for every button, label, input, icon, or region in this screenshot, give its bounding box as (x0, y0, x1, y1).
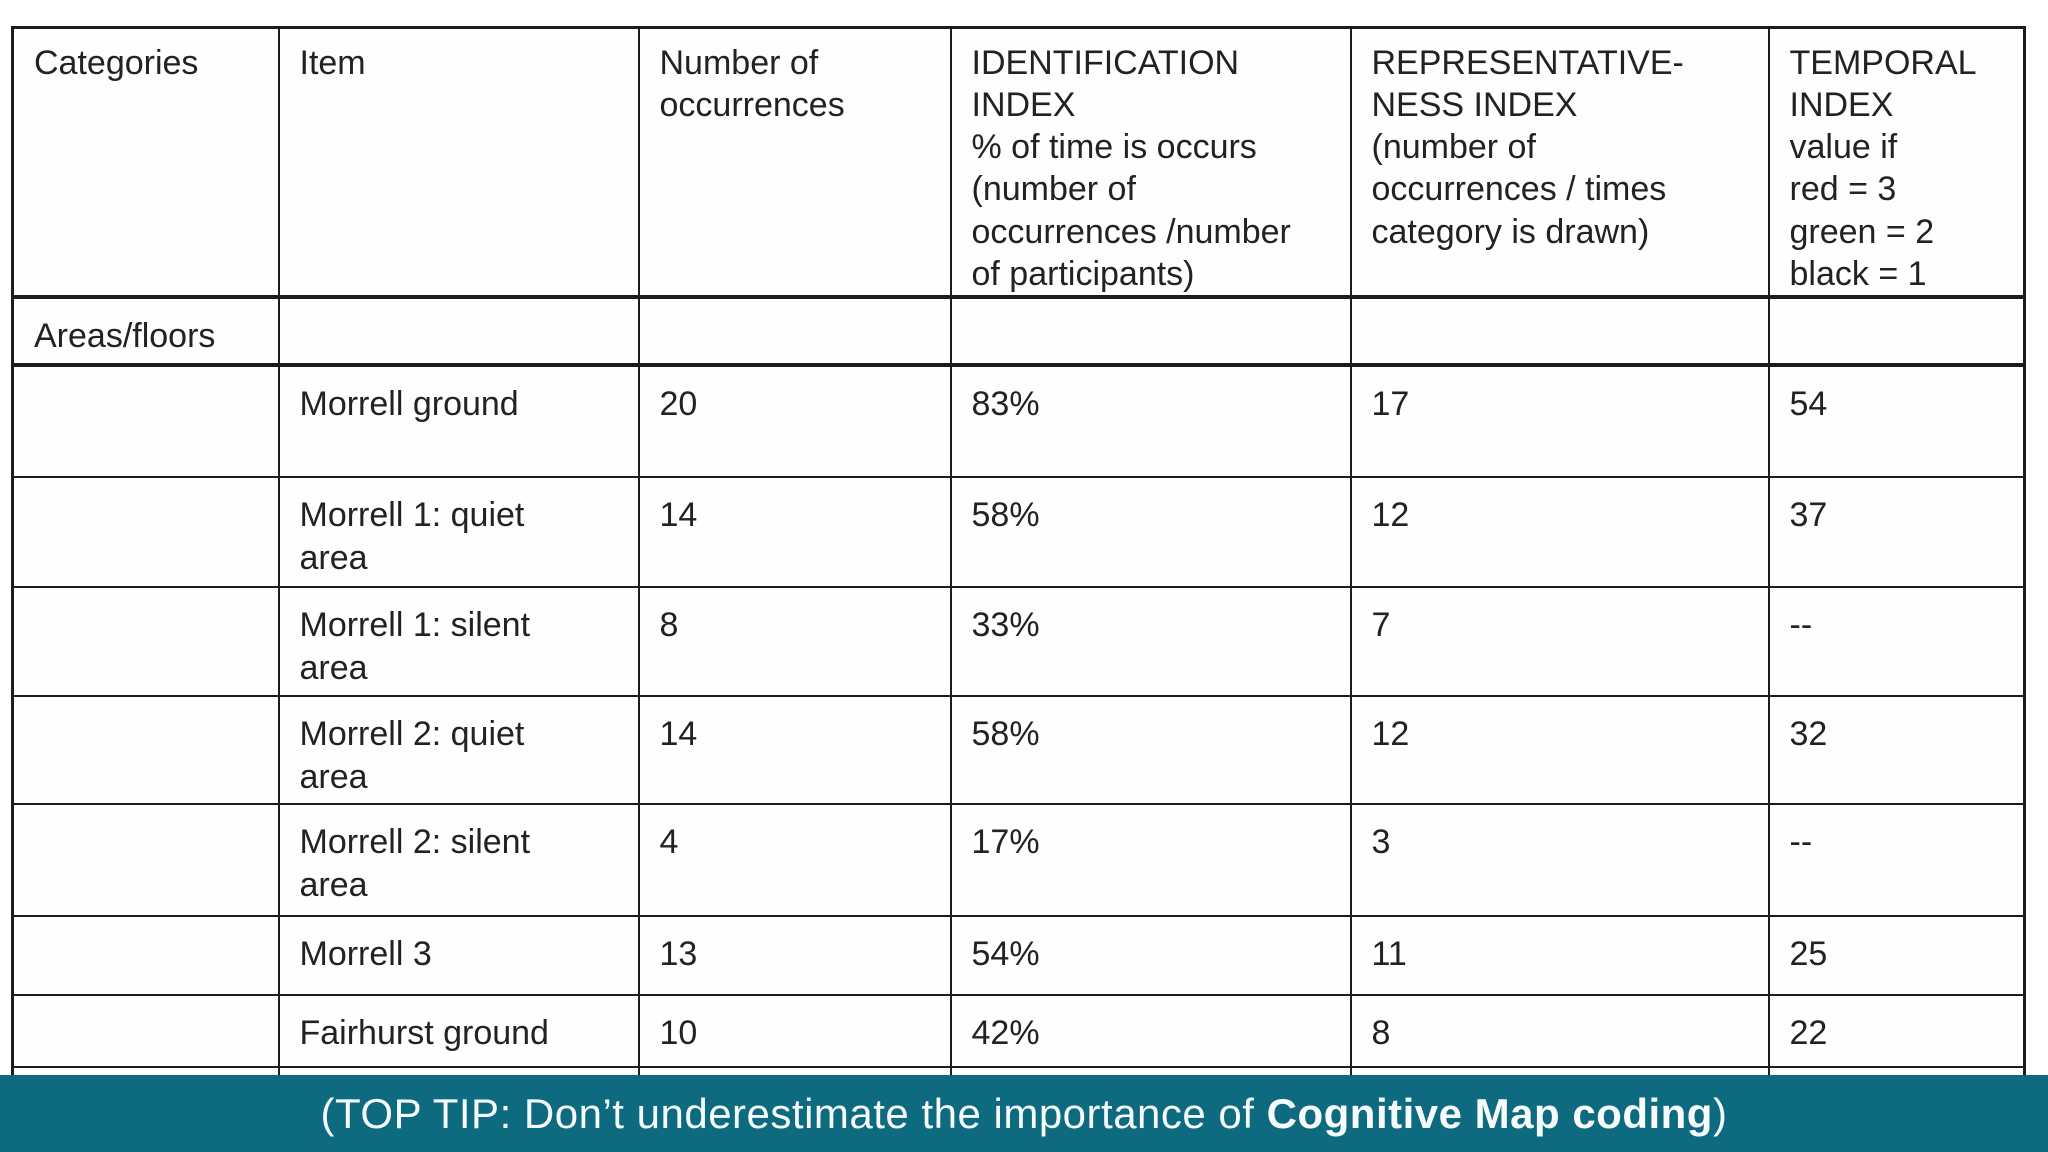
cell-representativeness: 8 (1349, 993, 1770, 1068)
cell-occurrences (637, 295, 952, 367)
cell-temporal: -- (1767, 802, 2026, 917)
cell-category (11, 993, 280, 1068)
cell-item: Morrell 3 (277, 914, 640, 996)
cell-item: Fairhurst ground (277, 993, 640, 1068)
table-header: Categories Item Number of occurrences ID… (11, 26, 2026, 299)
cell-identification: 83% (949, 363, 1352, 478)
cell-item: Morrell ground (277, 363, 640, 478)
table-row: Morrell 1: silent area 8 33% 7 -- (11, 585, 2026, 697)
cell-representativeness: 7 (1349, 585, 1770, 697)
cell-temporal: 32 (1767, 694, 2026, 805)
cell-category: Areas/floors (11, 295, 280, 367)
table-row: Morrell 1: quiet area 14 58% 12 37 (11, 475, 2026, 588)
cell-representativeness: 3 (1349, 802, 1770, 917)
column-header-identification-index: IDENTIFICATION INDEX % of time is occurs… (949, 26, 1352, 299)
cell-identification: 54% (949, 914, 1352, 996)
cell-representativeness (1349, 295, 1770, 367)
table-row: Morrell 2: quiet area 14 58% 12 32 (11, 694, 2026, 805)
cell-category (11, 585, 280, 697)
banner-text-suffix: ) (1712, 1089, 1728, 1137)
table-row: Morrell 2: silent area 4 17% 3 -- (11, 802, 2026, 917)
cell-representativeness: 17 (1349, 363, 1770, 478)
cell-representativeness: 12 (1349, 694, 1770, 805)
column-header-categories: Categories (11, 26, 280, 299)
cell-item: Morrell 1: silent area (277, 585, 640, 697)
cell-identification: 17% (949, 802, 1352, 917)
cell-temporal: 25 (1767, 914, 2026, 996)
cell-representativeness: 12 (1349, 475, 1770, 588)
table-row: Fairhurst ground 10 42% 8 22 (11, 993, 2026, 1068)
cell-temporal (1767, 295, 2026, 367)
cell-identification: 42% (949, 993, 1352, 1068)
cell-category (11, 914, 280, 996)
cell-category (11, 802, 280, 917)
cell-identification: 58% (949, 694, 1352, 805)
cell-item (277, 295, 640, 367)
cell-temporal: 54 (1767, 363, 2026, 478)
cell-occurrences: 20 (637, 363, 952, 478)
banner-text-prefix: (TOP TIP: Don’t underestimate the import… (320, 1089, 1267, 1137)
cell-occurrences: 13 (637, 914, 952, 996)
banner-text-bold: Cognitive Map coding (1266, 1089, 1713, 1137)
column-header-item: Item (277, 26, 640, 299)
top-tip-banner: (TOP TIP: Don’t underestimate the import… (0, 1075, 2048, 1152)
cell-item: Morrell 2: silent area (277, 802, 640, 917)
cell-occurrences: 14 (637, 475, 952, 588)
column-header-occurrences: Number of occurrences (637, 26, 952, 299)
cell-identification: 33% (949, 585, 1352, 697)
cell-occurrences: 10 (637, 993, 952, 1068)
cell-temporal: 37 (1767, 475, 2026, 588)
cell-category (11, 475, 280, 588)
cell-category (11, 694, 280, 805)
table-row: Morrell 3 13 54% 11 25 (11, 914, 2026, 996)
cell-occurrences: 14 (637, 694, 952, 805)
cell-occurrences: 4 (637, 802, 952, 917)
column-header-representativeness-index: REPRESENTATIVE- NESS INDEX (number of oc… (1349, 26, 1770, 299)
table-row: Morrell ground 20 83% 17 54 (11, 363, 2026, 478)
cell-temporal: -- (1767, 585, 2026, 697)
cell-temporal: 22 (1767, 993, 2026, 1068)
cell-item: Morrell 2: quiet area (277, 694, 640, 805)
cell-item: Morrell 1: quiet area (277, 475, 640, 588)
table-row: Areas/floors (11, 295, 2026, 367)
cell-category (11, 363, 280, 478)
cell-identification (949, 295, 1352, 367)
cell-representativeness: 11 (1349, 914, 1770, 996)
header-row: Categories Item Number of occurrences ID… (11, 26, 2026, 299)
column-header-temporal-index: TEMPORAL INDEX value if red = 3 green = … (1767, 26, 2026, 299)
cell-occurrences: 8 (637, 585, 952, 697)
coding-results-table: Categories Item Number of occurrences ID… (11, 26, 2026, 1099)
table-body: Areas/floors Morrell ground 20 83% 17 54… (11, 295, 2026, 1098)
cell-identification: 58% (949, 475, 1352, 588)
